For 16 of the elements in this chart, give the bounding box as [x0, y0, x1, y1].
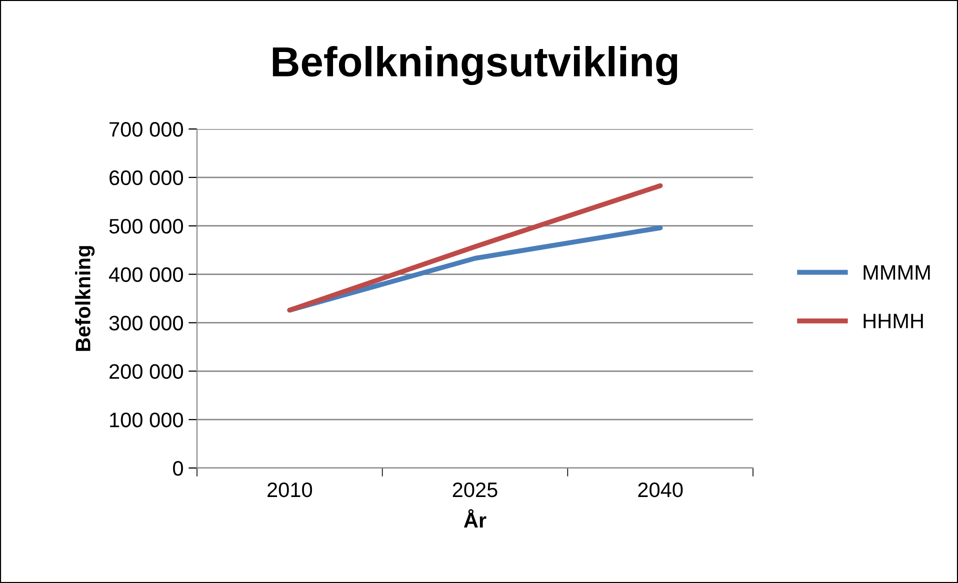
x-tick-label: 2010 [268, 482, 312, 498]
x-tick-label: 2025 [452, 482, 498, 498]
y-axis-title: Befolkning [75, 246, 95, 351]
y-tick-label: 300 000 [109, 316, 183, 330]
legend-label: MMMM [864, 265, 930, 280]
y-tick-label: 100 000 [110, 412, 183, 428]
y-tick-label: 700 000 [110, 122, 183, 137]
y-tick-label: 0 [173, 461, 183, 476]
x-axis-title: År [464, 509, 486, 528]
y-tick-label: 200 000 [110, 364, 183, 379]
x-tick-label: 2040 [638, 482, 683, 498]
y-tick-label: 600 000 [110, 170, 183, 186]
chart-title: Befolkningsutvikling [272, 46, 678, 86]
y-tick-label: 500 000 [109, 218, 183, 234]
legend-label: HHMH [864, 314, 923, 328]
y-tick-label: 400 000 [108, 267, 183, 282]
